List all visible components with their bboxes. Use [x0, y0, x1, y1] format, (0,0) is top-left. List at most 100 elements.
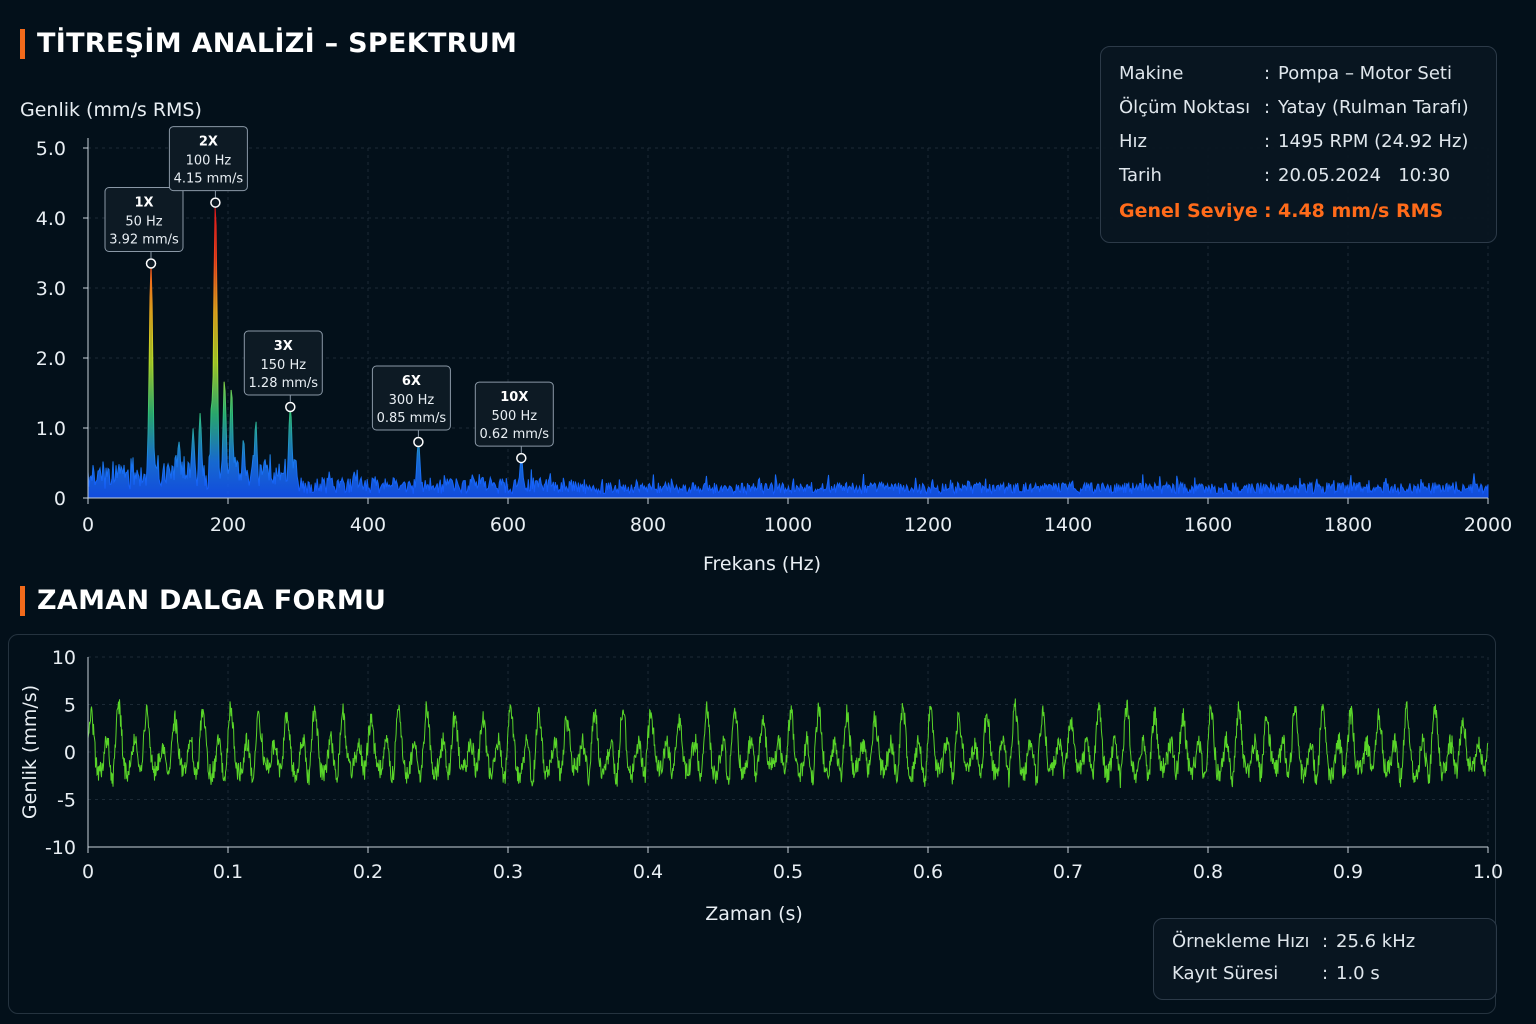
peak-frequency-label: 500 Hz	[492, 409, 538, 424]
peak-order-label: 6X	[402, 374, 421, 389]
info-row-speed: Hız:1495 RPM (24.92 Hz)	[1119, 131, 1468, 152]
info-value: 4.48 mm/s RMS	[1278, 200, 1444, 222]
x-tick-label: 200	[210, 514, 246, 536]
peak-frequency-label: 100 Hz	[186, 154, 232, 169]
x-tick-label: 0.9	[1333, 861, 1363, 883]
x-tick-label: 800	[630, 514, 666, 536]
peak-amplitude-label: 3.92 mm/s	[109, 233, 179, 248]
peak-marker	[210, 197, 221, 208]
y-tick-label: 1.0	[36, 418, 66, 440]
waveform-line	[87, 698, 1489, 788]
title-accent-bar	[20, 585, 25, 616]
peak-amplitude-label: 4.15 mm/s	[174, 172, 244, 187]
peak-amplitude-label: 0.85 mm/s	[377, 411, 447, 426]
info-sep: :	[1322, 931, 1329, 952]
peak-marker	[145, 258, 157, 269]
spectrum-plot	[87, 207, 1489, 499]
peak-order-label: 2X	[199, 135, 218, 150]
info-sep: :	[1322, 963, 1329, 984]
info-key: Ölçüm Noktası	[1119, 97, 1251, 118]
spectrum-title: TİTREŞİM ANALİZİ – SPEKTRUM	[20, 28, 517, 59]
waveform-title: ZAMAN DALGA FORMU	[20, 585, 386, 616]
peak-order-label: 3X	[274, 339, 293, 354]
info-key: Makine	[1119, 63, 1184, 84]
x-tick-label: 1000	[764, 514, 812, 536]
info-value: 1.0 s	[1336, 963, 1380, 984]
x-axis-label: Zaman (s)	[705, 903, 803, 925]
info-sep: :	[1264, 63, 1271, 84]
machine-info-panel: Makine: Pompa – Motor Seti Ölçüm Noktası:…	[1100, 46, 1497, 243]
info-row-sample-rate: Örnekleme Hızı:25.6 kHz	[1172, 931, 1415, 952]
x-tick-label: 2000	[1464, 514, 1512, 536]
peak-marker	[516, 452, 527, 464]
peak-order-label: 10X	[500, 390, 528, 405]
peak-label-box	[474, 381, 554, 447]
y-tick-label: -10	[45, 837, 76, 859]
peak-marker	[285, 401, 296, 413]
info-key: Kayıt Süresi	[1172, 963, 1279, 984]
waveform-title-text: ZAMAN DALGA FORMU	[37, 585, 387, 616]
peak-annotation-3x: 3X 150 Hz 1.28 mm/s	[243, 330, 323, 413]
x-tick-label: 400	[350, 514, 386, 536]
y-axis-label: Genlik (mm/s)	[19, 685, 41, 819]
y-tick-label: 0	[54, 488, 66, 510]
x-tick-label: 0	[82, 861, 94, 883]
info-key: Örnekleme Hızı	[1172, 931, 1310, 952]
x-tick-label: 600	[490, 514, 526, 536]
peak-label-box	[104, 187, 184, 252]
peak-amplitude-label: 0.62 mm/s	[480, 427, 550, 442]
x-tick-label: 1.0	[1473, 861, 1503, 883]
spectrum-area	[87, 207, 1489, 499]
y-tick-label: 5	[64, 695, 76, 717]
info-value: Pompa – Motor Seti	[1278, 63, 1452, 84]
x-tick-label: 0.3	[493, 861, 523, 883]
y-tick-label: 10	[52, 647, 76, 669]
peak-label-box	[371, 365, 451, 431]
x-tick-label: 1200	[904, 514, 952, 536]
info-row-duration: Kayıt Süresi:1.0 s	[1172, 963, 1380, 984]
peak-frequency-label: 150 Hz	[261, 358, 307, 373]
x-tick-label: 1800	[1324, 514, 1372, 536]
y-tick-label: 3.0	[36, 278, 66, 300]
info-sep: :	[1264, 131, 1271, 152]
peak-annotation-1x: 1X 50 Hz 3.92 mm/s	[104, 187, 184, 269]
y-tick-label: -5	[57, 790, 76, 812]
spectrum-annotations: 1X 50 Hz 3.92 mm/s 2X 100 Hz 4.15 mm/s 3X 150 H…	[104, 126, 554, 464]
peak-annotation-2x: 2X 100 Hz 4.15 mm/s	[168, 126, 248, 208]
info-row-machine: Makine: Pompa – Motor Seti	[1119, 63, 1452, 84]
waveform-chart: 0 0.1 0.2 0.3 0.4 0.5 0.6 0.7 0.8 0.9 1.0 10 5 0 -5 -10…	[19, 647, 1503, 925]
y-axis-label: Genlik (mm/s RMS)	[20, 99, 202, 121]
y-tick-label: 2.0	[36, 348, 66, 370]
peak-label-box	[168, 126, 248, 192]
info-sep: :	[1264, 97, 1271, 118]
peak-frequency-label: 50 Hz	[125, 215, 162, 230]
info-value: 25.6 kHz	[1336, 931, 1416, 952]
x-tick-label: 0.1	[213, 861, 243, 883]
x-tick-label: 1400	[1044, 514, 1092, 536]
x-tick-label: 0.7	[1053, 861, 1083, 883]
peak-label-box	[243, 330, 323, 396]
peak-annotation-10x: 10X 500 Hz 0.62 mm/s	[474, 381, 554, 464]
info-value: 1495 RPM (24.92 Hz)	[1278, 131, 1469, 152]
waveform-panel	[8, 634, 1496, 1014]
y-tick-label: 0	[64, 742, 76, 764]
x-tick-label: 0.5	[773, 861, 803, 883]
peak-amplitude-label: 1.28 mm/s	[249, 376, 319, 391]
info-sep: :	[1264, 165, 1271, 186]
info-key: Genel Seviye	[1119, 200, 1258, 222]
x-tick-label: 0	[82, 514, 94, 536]
peak-order-label: 1X	[134, 196, 153, 211]
sampling-info-panel: Örnekleme Hızı:25.6 kHz Kayıt Süresi:1.0…	[1153, 918, 1497, 1000]
x-tick-label: 0.4	[633, 861, 663, 883]
title-accent-bar	[20, 28, 25, 59]
info-value: 20.05.2024 10:30	[1278, 165, 1451, 186]
waveform-plot	[87, 698, 1489, 788]
info-key: Hız	[1119, 131, 1147, 152]
spectrum-title-text: TİTREŞİM ANALİZİ – SPEKTRUM	[37, 28, 518, 59]
y-tick-label: 5.0	[36, 138, 66, 160]
info-row-date: Tarih:20.05.2024 10:30	[1119, 165, 1450, 186]
peak-frequency-label: 300 Hz	[389, 393, 435, 408]
peak-annotation-6x: 6X 300 Hz 0.85 mm/s	[371, 365, 451, 448]
x-tick-label: 1600	[1184, 514, 1232, 536]
y-tick-label: 4.0	[36, 208, 66, 230]
